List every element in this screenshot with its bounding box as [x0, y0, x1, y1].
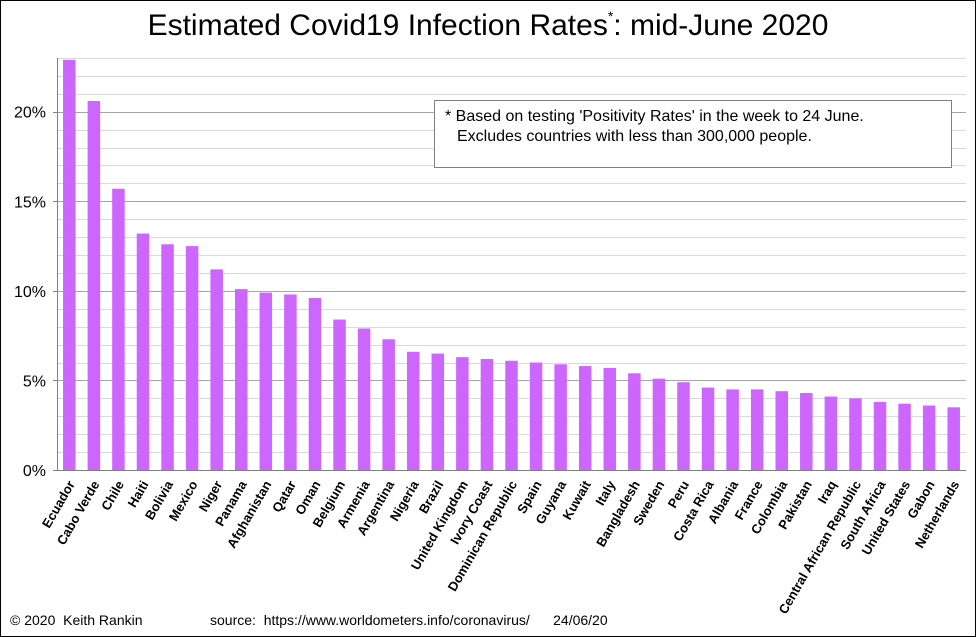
footer-copyright: © 2020 Keith Rankin — [10, 612, 143, 628]
bar — [701, 387, 715, 470]
y-tick-label: 10% — [14, 284, 46, 301]
bar — [726, 389, 739, 470]
note-box: * Based on testing 'Positivity Rates' in… — [434, 100, 952, 168]
bar — [431, 353, 445, 470]
chart-title-marker: * — [607, 8, 614, 24]
bar — [480, 358, 494, 470]
y-tick-label: 5% — [23, 373, 46, 390]
bar — [603, 367, 617, 470]
bar — [333, 319, 346, 470]
bar — [824, 396, 838, 470]
bar — [210, 269, 223, 470]
bar — [357, 328, 371, 470]
chart-title-main: Estimated Covid19 Infection Rates — [147, 9, 608, 42]
note-line-2: Excludes countries with less than 300,00… — [457, 128, 812, 145]
bar — [849, 398, 862, 470]
bar — [947, 407, 960, 470]
note-line-1: * Based on testing 'Positivity Rates' in… — [445, 108, 864, 125]
bar — [898, 403, 911, 470]
bar — [775, 391, 788, 470]
bar — [284, 294, 297, 470]
bar — [406, 351, 420, 470]
bar — [259, 292, 273, 470]
bar — [800, 392, 813, 470]
y-tick-labels: 0% 5% 10% 15% 20% — [14, 105, 46, 480]
chart-title-suffix: : mid-June 2020 — [613, 9, 829, 42]
y-tick-label: 15% — [14, 194, 46, 211]
chart-title: Estimated Covid19 Infection Rates*: mid-… — [0, 8, 976, 43]
bar — [112, 188, 125, 471]
bar — [554, 364, 567, 470]
bar — [235, 289, 248, 470]
bar — [529, 362, 543, 470]
bar — [873, 401, 887, 470]
bar — [382, 339, 395, 470]
bar — [161, 244, 174, 470]
x-tick-label: Chile — [98, 478, 127, 513]
bar — [136, 233, 150, 470]
bar — [922, 405, 936, 470]
bar — [63, 59, 76, 470]
bar — [87, 100, 101, 470]
bar — [677, 382, 690, 470]
axes — [53, 58, 966, 471]
y-tick-label: 20% — [14, 105, 46, 122]
bar — [308, 298, 322, 470]
bar — [456, 357, 469, 470]
bars — [63, 59, 960, 471]
bar — [750, 389, 764, 470]
bar — [578, 366, 592, 470]
bar — [185, 246, 199, 470]
bar — [628, 373, 641, 470]
bar — [652, 378, 666, 470]
y-tick-label: 0% — [23, 463, 46, 480]
x-tick-label: Iraq — [815, 478, 840, 506]
footer-source: source: https://www.worldometers.info/co… — [210, 612, 608, 628]
bar — [505, 360, 518, 470]
